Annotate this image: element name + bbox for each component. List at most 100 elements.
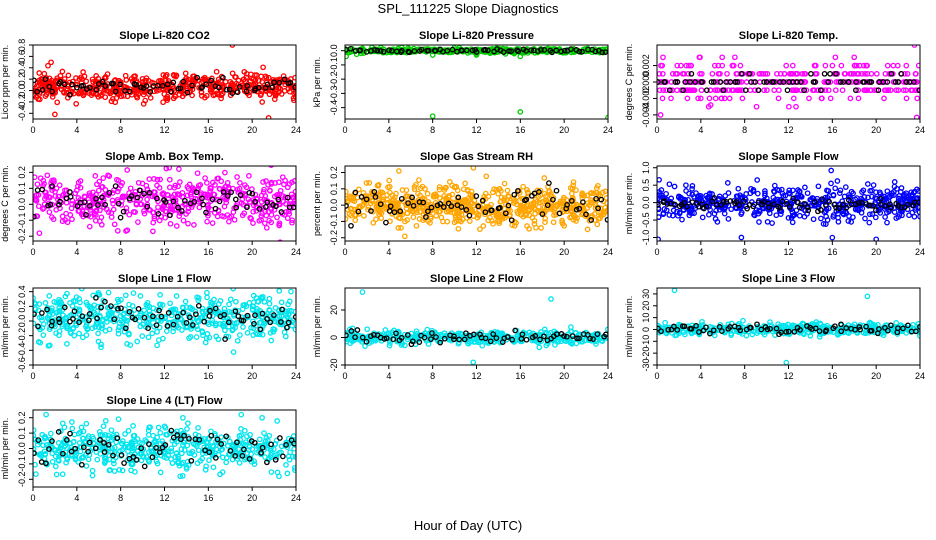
data-point <box>786 103 792 110</box>
data-point <box>433 193 440 200</box>
data-point <box>805 207 812 214</box>
x-tick-label: 8 <box>118 371 123 381</box>
data-point <box>52 111 58 118</box>
data-point <box>245 196 252 203</box>
y-tick-label: -0.2 <box>17 228 27 244</box>
data-point <box>688 70 695 77</box>
data-point <box>709 191 715 197</box>
data-point <box>433 334 439 340</box>
data-point <box>861 79 868 85</box>
data-point <box>86 223 93 230</box>
data-point <box>145 334 152 341</box>
data-point <box>865 194 871 201</box>
data-point <box>829 234 836 241</box>
data-point <box>913 79 920 85</box>
data-point <box>411 48 418 54</box>
data-point <box>166 212 173 219</box>
data-point <box>891 179 898 185</box>
data-point <box>850 70 857 77</box>
y-tick-label: 0.2 <box>17 166 27 179</box>
data-point <box>285 319 292 326</box>
data-point <box>86 203 93 209</box>
data-point <box>517 53 524 60</box>
data-point <box>102 201 108 208</box>
data-point <box>98 304 104 311</box>
data-point <box>182 298 189 305</box>
data-point <box>678 87 685 94</box>
data-point <box>764 87 770 94</box>
data-point <box>853 87 859 94</box>
data-point <box>494 211 501 217</box>
y-tick-label: 0 <box>329 335 339 340</box>
data-point <box>150 219 157 226</box>
data-point <box>798 194 805 200</box>
data-point <box>139 180 146 187</box>
data-point <box>200 201 207 208</box>
data-point <box>244 82 251 89</box>
data-point <box>580 199 586 205</box>
x-tick-label: 12 <box>471 125 481 135</box>
data-point <box>120 208 127 215</box>
data-point <box>347 45 354 52</box>
data-point <box>59 68 66 75</box>
data-point <box>807 196 814 203</box>
data-point <box>724 180 731 186</box>
data-point <box>592 48 599 55</box>
data-point <box>427 220 433 226</box>
data-point <box>36 314 43 321</box>
data-point <box>154 176 161 183</box>
y-tick-label: -20 <box>329 358 339 371</box>
data-point <box>497 339 504 346</box>
data-point <box>128 193 135 199</box>
data-point <box>536 189 542 195</box>
data-point <box>679 216 685 223</box>
data-point <box>388 47 395 54</box>
data-point <box>155 204 161 211</box>
x-tick-label: 16 <box>827 125 837 135</box>
data-point <box>124 341 130 347</box>
data-point <box>721 210 728 217</box>
data-point <box>72 190 79 197</box>
data-point <box>916 87 920 94</box>
data-point <box>281 181 287 188</box>
data-point <box>790 195 797 202</box>
x-tick-label: 16 <box>203 125 213 135</box>
data-point <box>437 201 444 207</box>
y-tick-label: 0.4 <box>17 285 27 298</box>
y-tick-label: 20 <box>329 305 339 315</box>
data-point <box>463 47 470 54</box>
data-point <box>827 70 833 77</box>
y-tick-label: 0.5 <box>641 179 651 192</box>
data-point <box>220 74 226 81</box>
data-point <box>895 79 901 85</box>
data-point <box>822 62 829 69</box>
data-point <box>424 326 431 333</box>
data-point <box>215 91 221 98</box>
data-point <box>348 222 354 229</box>
x-tick-label: 20 <box>247 247 257 257</box>
data-point <box>511 191 518 198</box>
data-point <box>438 331 444 338</box>
data-point <box>756 70 763 77</box>
data-point <box>704 201 711 207</box>
data-point <box>36 301 43 307</box>
data-point <box>604 207 608 214</box>
data-point <box>659 62 666 69</box>
data-point <box>712 95 719 102</box>
data-point <box>584 226 591 233</box>
data-point <box>233 298 239 305</box>
x-tick-label: 8 <box>742 247 747 257</box>
data-point <box>862 215 868 222</box>
data-point <box>49 308 55 314</box>
data-point <box>141 210 148 217</box>
data-point <box>102 298 108 305</box>
data-point <box>717 70 723 77</box>
data-point <box>658 79 665 85</box>
data-point <box>244 312 251 319</box>
data-point <box>703 203 710 210</box>
data-point <box>261 186 267 193</box>
data-point <box>209 89 215 96</box>
data-point <box>377 201 384 208</box>
data-point <box>370 219 377 226</box>
